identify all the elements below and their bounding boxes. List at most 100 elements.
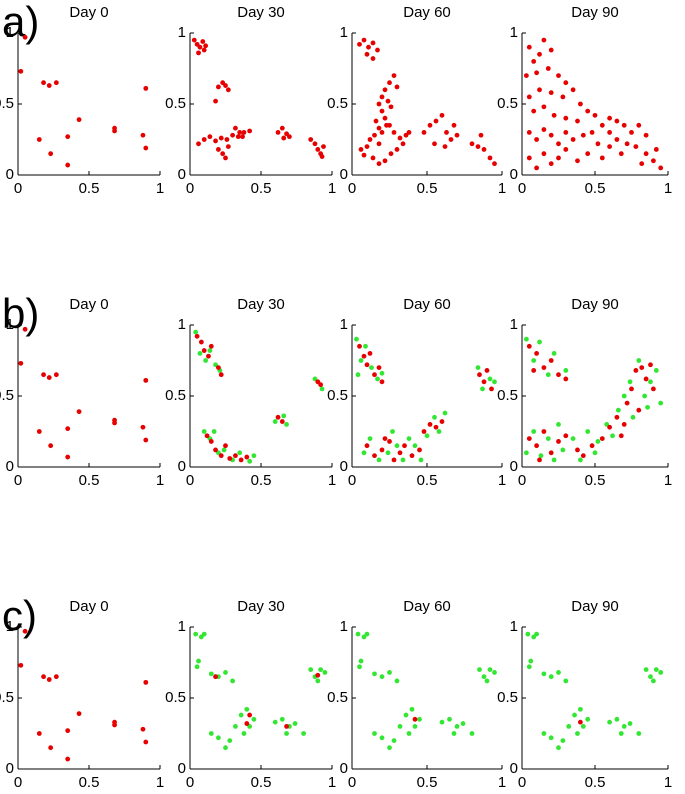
point <box>364 362 370 368</box>
x-tick-label: 1 <box>328 180 336 197</box>
point <box>275 130 281 135</box>
point <box>206 353 211 359</box>
point <box>65 426 71 432</box>
panel-title: Day 0 <box>69 4 108 21</box>
point <box>221 447 227 453</box>
point <box>409 453 415 459</box>
point <box>534 165 539 171</box>
point <box>575 447 580 453</box>
point <box>400 141 406 147</box>
point <box>469 141 475 147</box>
point <box>391 457 397 463</box>
point <box>240 134 245 140</box>
point <box>193 631 199 637</box>
point <box>492 161 497 167</box>
x-tick-label: 0.5 <box>79 774 100 791</box>
point <box>481 674 487 680</box>
point <box>580 132 586 138</box>
point <box>534 351 539 356</box>
point <box>412 724 418 729</box>
point <box>537 339 542 345</box>
point <box>580 453 586 459</box>
point <box>372 731 377 736</box>
point <box>388 104 394 110</box>
point <box>556 155 561 161</box>
point <box>548 90 554 96</box>
point <box>477 372 482 378</box>
point <box>563 376 569 382</box>
point <box>36 137 42 142</box>
point <box>545 66 551 71</box>
point <box>76 711 82 717</box>
point <box>607 144 612 150</box>
point <box>223 83 228 88</box>
point <box>379 447 385 453</box>
point <box>642 393 648 399</box>
point <box>525 631 531 637</box>
point <box>216 84 221 90</box>
point <box>279 716 285 722</box>
point <box>556 670 561 675</box>
point <box>364 51 370 57</box>
point <box>315 678 321 684</box>
point <box>578 719 583 725</box>
point <box>585 429 591 434</box>
point <box>585 716 591 722</box>
point <box>364 144 370 150</box>
point <box>478 132 484 138</box>
point <box>207 348 213 353</box>
point <box>432 141 437 147</box>
point <box>244 721 250 726</box>
point <box>46 375 52 380</box>
x-tick-label: 0.5 <box>251 180 272 197</box>
point <box>211 429 217 434</box>
point <box>287 134 292 140</box>
point <box>355 372 361 378</box>
point <box>618 151 624 157</box>
point <box>48 151 54 157</box>
point <box>621 122 627 128</box>
point <box>651 158 656 164</box>
y-tick-label: 1 <box>340 618 348 635</box>
point <box>201 137 207 142</box>
point <box>475 144 481 150</box>
point <box>375 47 380 53</box>
point <box>223 745 228 751</box>
point <box>361 152 367 158</box>
point <box>391 738 397 743</box>
point <box>481 379 487 385</box>
point <box>421 429 427 434</box>
point <box>387 122 392 128</box>
point <box>397 135 403 141</box>
point <box>213 138 218 144</box>
point <box>225 87 231 93</box>
point <box>48 443 54 449</box>
x-tick-label: 0 <box>348 774 356 791</box>
point <box>22 34 28 40</box>
y-tick-label: 0.5 <box>497 387 518 404</box>
x-tick-label: 0 <box>186 774 194 791</box>
y-tick-label: 0 <box>510 166 518 183</box>
point <box>570 436 576 441</box>
point <box>319 386 325 392</box>
point <box>563 130 569 135</box>
panel-title: Day 90 <box>571 4 619 21</box>
point <box>224 137 230 142</box>
point <box>318 382 324 388</box>
point <box>227 456 233 461</box>
point <box>143 377 149 383</box>
point <box>372 372 377 378</box>
point <box>358 658 364 664</box>
point <box>354 336 359 342</box>
y-tick-label: 1 <box>178 316 186 333</box>
point <box>578 706 583 712</box>
point <box>233 453 238 459</box>
point <box>556 372 561 378</box>
point <box>143 85 149 91</box>
point <box>213 447 218 453</box>
point <box>201 348 207 353</box>
point <box>357 41 362 47</box>
point <box>427 122 433 128</box>
point <box>444 130 449 135</box>
